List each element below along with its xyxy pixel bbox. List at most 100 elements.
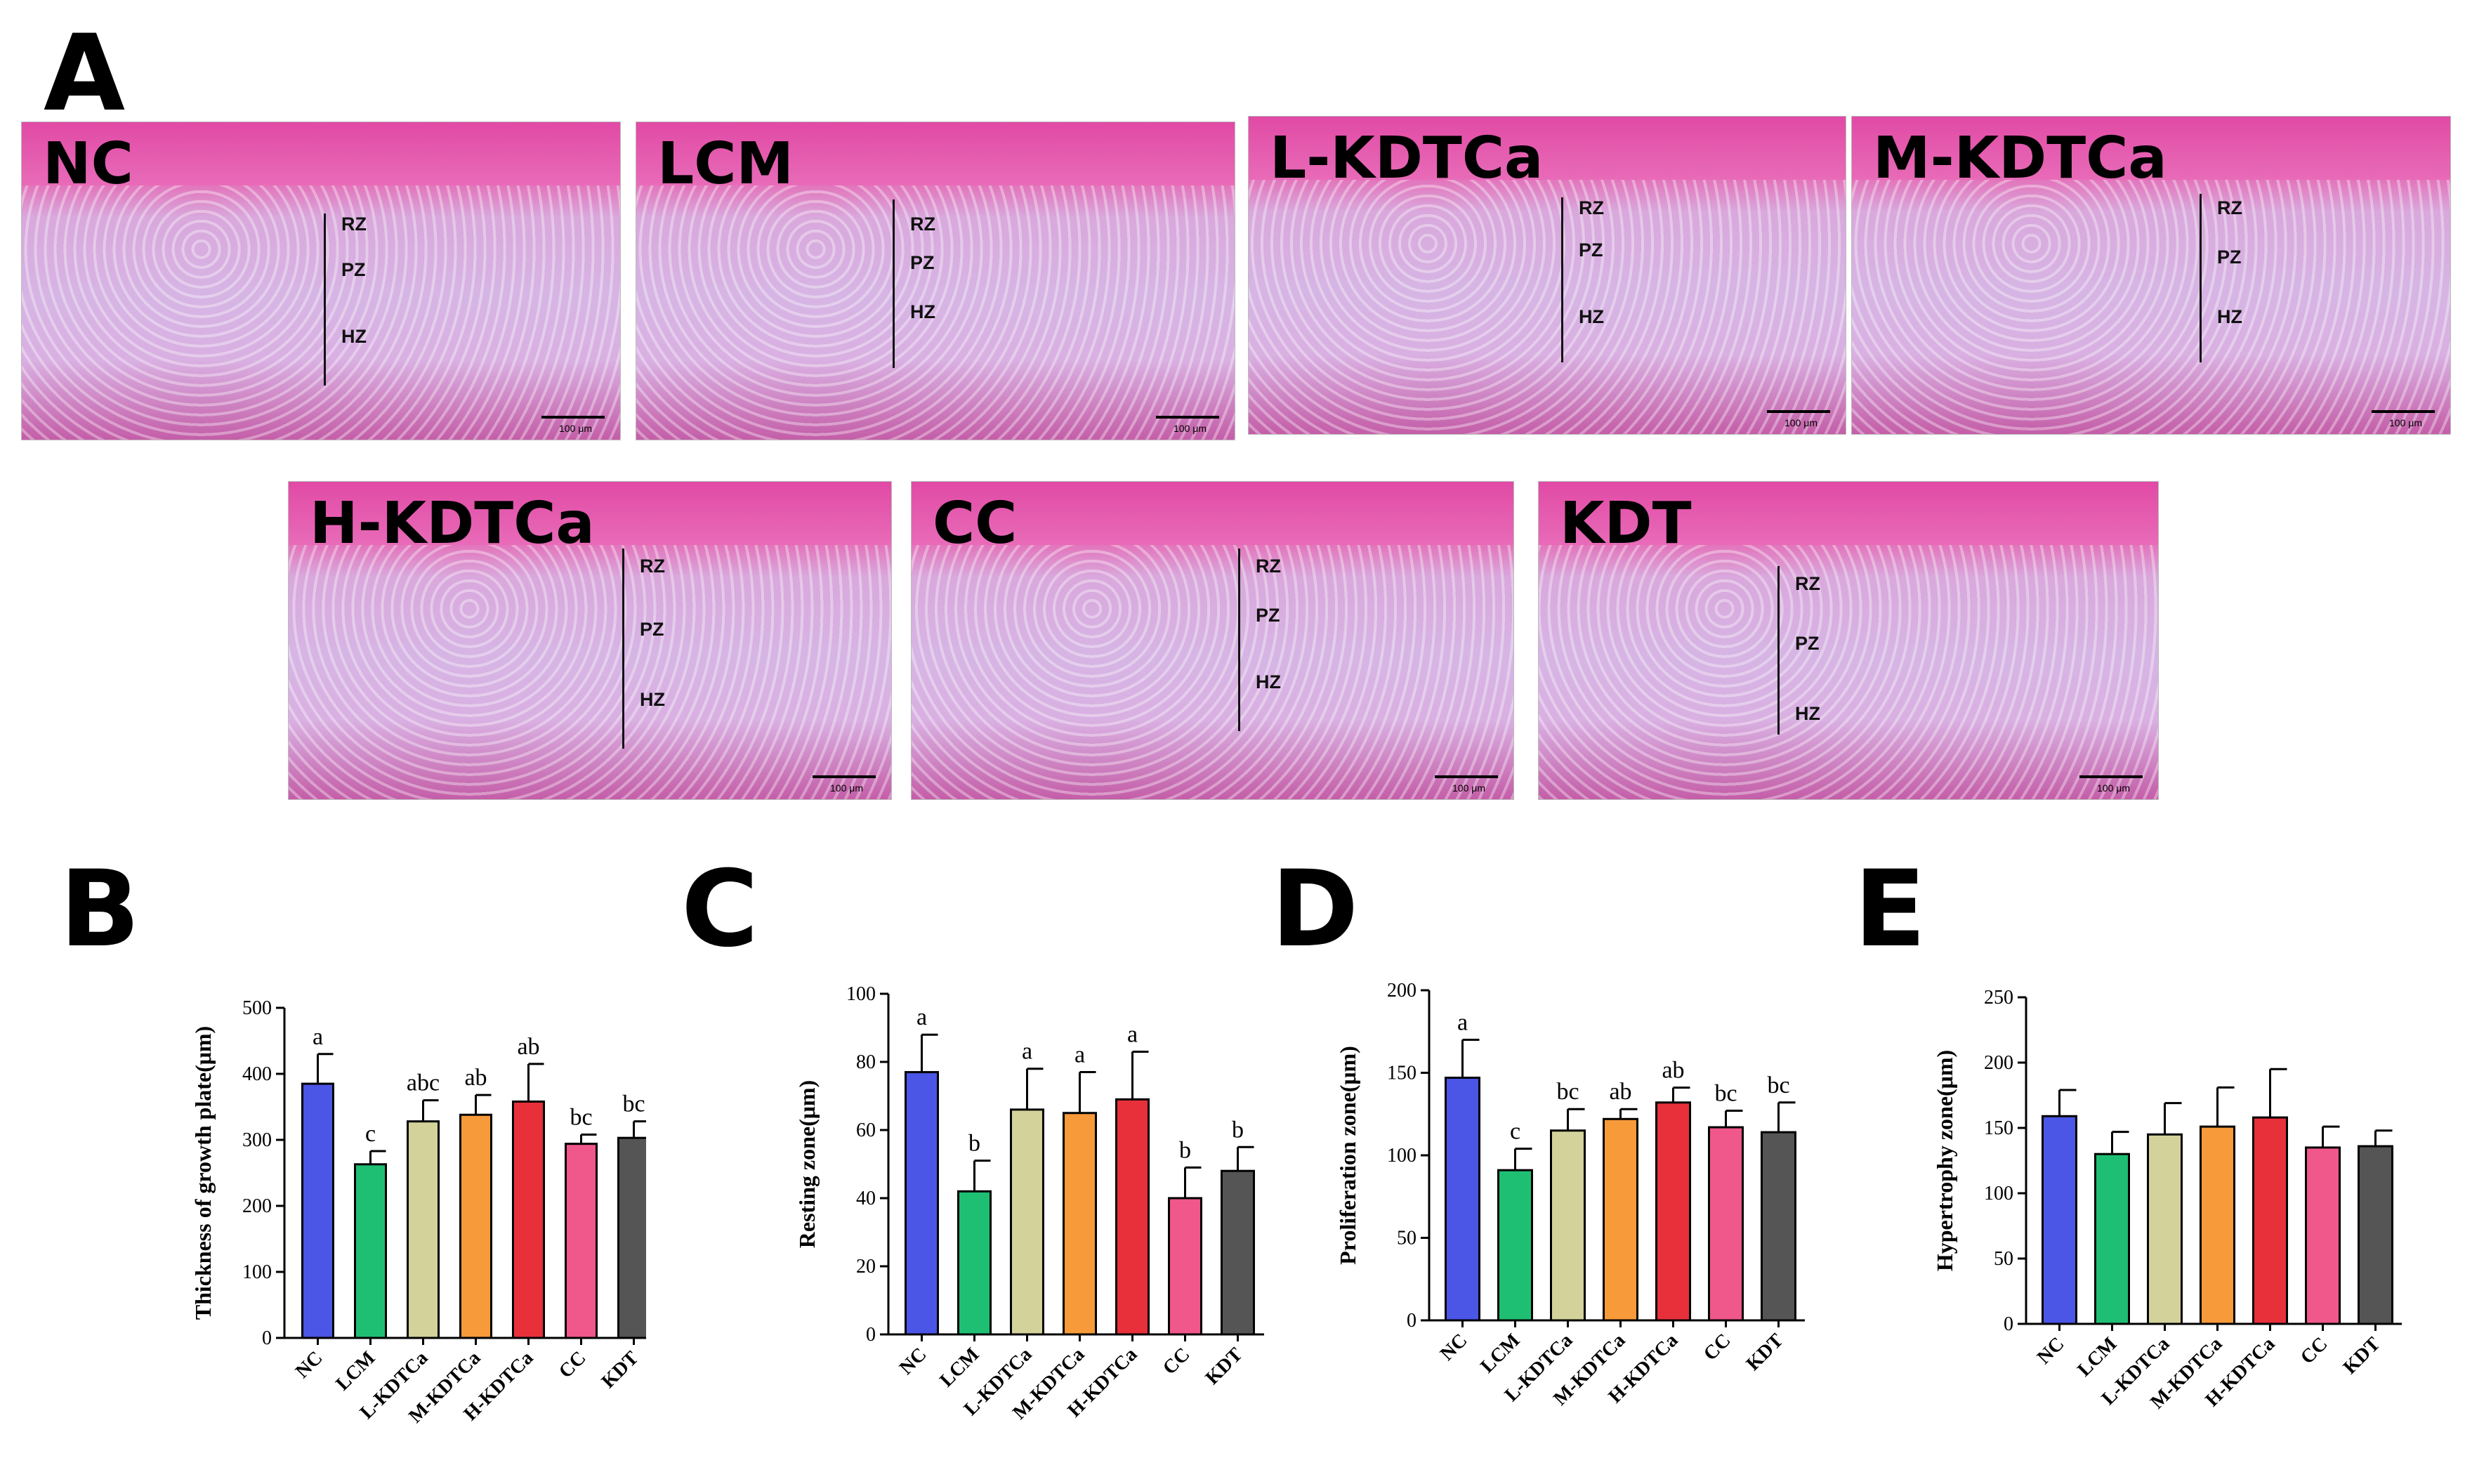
significance-letter: c bbox=[1510, 1119, 1520, 1145]
x-tick-label: CC bbox=[2296, 1333, 2332, 1369]
panel-letter-b: B bbox=[60, 848, 140, 971]
bar-l-kdtca bbox=[1010, 1108, 1044, 1336]
zone-label-pz: PZ bbox=[341, 259, 366, 280]
zone-arrow bbox=[1777, 566, 1780, 735]
y-tick-label: 400 bbox=[242, 1063, 272, 1085]
y-tick-label: 50 bbox=[1397, 1228, 1416, 1249]
zone-label-rz: RZ bbox=[2217, 197, 2242, 218]
y-tick-label: 100 bbox=[1387, 1145, 1416, 1167]
bar-lcm bbox=[957, 1190, 992, 1336]
bar-kdt bbox=[1221, 1169, 1255, 1336]
panel-letter-a: A bbox=[44, 13, 126, 135]
significance-letter: c bbox=[365, 1121, 376, 1147]
bar-m-kdtca bbox=[1063, 1112, 1097, 1336]
zone-label-pz: PZ bbox=[910, 252, 935, 273]
x-tick-label: NC bbox=[2033, 1333, 2069, 1369]
zone-label-rz: RZ bbox=[910, 214, 935, 235]
bar-nc bbox=[301, 1082, 334, 1339]
bar-l-kdtca bbox=[407, 1120, 440, 1339]
micrograph-cc: CC RZ PZ HZ 100 μm bbox=[911, 481, 1514, 800]
y-tick-label: 250 bbox=[1984, 987, 2013, 1009]
scale-bar-label: 100 μm bbox=[559, 423, 592, 434]
bar-h-kdtca bbox=[512, 1100, 545, 1339]
y-axis-label: Thickness of growth plate(μm) bbox=[190, 1026, 216, 1320]
scale-bar bbox=[813, 775, 876, 778]
bar-cc bbox=[2305, 1146, 2341, 1325]
micrograph-label: KDT bbox=[1560, 490, 1692, 557]
zone-arrow bbox=[1561, 197, 1563, 362]
x-tick-label: KDT bbox=[1742, 1329, 1788, 1375]
significance-letter: ab bbox=[1609, 1079, 1631, 1105]
bar-l-kdtca bbox=[1550, 1129, 1586, 1322]
scale-bar bbox=[2079, 775, 2143, 778]
zone-label-rz: RZ bbox=[1795, 573, 1820, 594]
significance-letter: a bbox=[1022, 1039, 1032, 1065]
y-tick-label: 0 bbox=[2004, 1313, 2013, 1335]
y-tick-label: 60 bbox=[856, 1119, 876, 1141]
y-axis-label: Proliferation zone(μm) bbox=[1335, 1046, 1360, 1265]
zone-label-hz: HZ bbox=[910, 301, 935, 322]
x-tick-label: LCM bbox=[331, 1347, 379, 1395]
y-tick-label: 0 bbox=[1407, 1310, 1416, 1332]
y-tick-label: 200 bbox=[1984, 1052, 2013, 1074]
significance-letter: a bbox=[1127, 1021, 1138, 1047]
significance-letter: b bbox=[1179, 1137, 1191, 1163]
y-axis-label: Resting zone(μm) bbox=[794, 1080, 820, 1248]
y-tick-label: 500 bbox=[242, 997, 272, 1019]
significance-letter: a bbox=[313, 1024, 323, 1050]
zone-label-pz: PZ bbox=[1256, 605, 1280, 626]
y-tick-label: 100 bbox=[846, 983, 876, 1005]
zone-label-hz: HZ bbox=[1256, 671, 1281, 692]
micrograph-label: LCM bbox=[657, 131, 794, 197]
bar-nc bbox=[1445, 1077, 1480, 1322]
bar-cc bbox=[565, 1143, 598, 1339]
bar-h-kdtca bbox=[1655, 1101, 1691, 1322]
bone-band bbox=[1249, 117, 1846, 180]
scale-bar-label: 100 μm bbox=[2389, 417, 2422, 428]
bone-band bbox=[289, 482, 891, 546]
chart-proliferation-zone: 0 50 100 150 200 Proliferation zone(μm) a NC c LC… bbox=[1335, 980, 1805, 1410]
zone-arrow bbox=[893, 199, 895, 368]
bar-lcm bbox=[2094, 1153, 2130, 1325]
y-tick-label: 200 bbox=[242, 1195, 272, 1217]
scale-bar bbox=[1435, 775, 1498, 778]
x-tick-label: LCM bbox=[935, 1344, 983, 1391]
zone-label-hz: HZ bbox=[341, 326, 367, 347]
y-tick-label: 100 bbox=[242, 1261, 272, 1283]
micrograph-label: M-KDTCa bbox=[1873, 125, 2167, 192]
micrograph-kdt: KDT RZ PZ HZ 100 μm bbox=[1538, 481, 2159, 800]
x-tick-label: KDT bbox=[1202, 1344, 1247, 1389]
x-tick-label: NC bbox=[1436, 1329, 1472, 1365]
bar-m-kdtca bbox=[2200, 1125, 2235, 1325]
bone-band bbox=[912, 482, 1513, 546]
zone-arrow bbox=[324, 214, 326, 386]
scale-bar-label: 100 μm bbox=[830, 782, 863, 794]
x-tick-label: NC bbox=[895, 1344, 931, 1379]
bar-lcm bbox=[354, 1163, 387, 1339]
zone-label-hz: HZ bbox=[1579, 306, 1604, 327]
significance-letter: a bbox=[916, 1004, 927, 1030]
y-tick-label: 150 bbox=[1984, 1117, 2013, 1139]
scale-bar-label: 100 μm bbox=[2097, 782, 2130, 794]
y-tick-label: 50 bbox=[1994, 1248, 2013, 1270]
bone-band bbox=[22, 122, 620, 186]
panel-letter-c: C bbox=[681, 848, 759, 971]
bar-l-kdtca bbox=[2147, 1133, 2183, 1325]
zone-label-hz: HZ bbox=[1795, 703, 1820, 724]
scale-bar bbox=[1767, 410, 1830, 413]
zone-label-rz: RZ bbox=[640, 556, 665, 577]
x-tick-label: CC bbox=[1159, 1344, 1195, 1379]
significance-letter: abc bbox=[407, 1070, 440, 1096]
significance-letter: bc bbox=[1714, 1081, 1737, 1107]
y-tick-label: 0 bbox=[262, 1327, 272, 1349]
y-tick-label: 200 bbox=[1387, 980, 1416, 1002]
bar-h-kdtca bbox=[1115, 1098, 1150, 1336]
scale-bar bbox=[2372, 410, 2435, 413]
significance-letter: bc bbox=[622, 1091, 645, 1117]
x-tick-label: CC bbox=[1700, 1329, 1735, 1365]
micrograph-lcm: LCM RZ PZ HZ 100 μm bbox=[636, 122, 1235, 440]
y-tick-label: 100 bbox=[1984, 1183, 2013, 1204]
scale-bar bbox=[1156, 416, 1219, 419]
zone-label-pz: PZ bbox=[2217, 247, 2242, 268]
